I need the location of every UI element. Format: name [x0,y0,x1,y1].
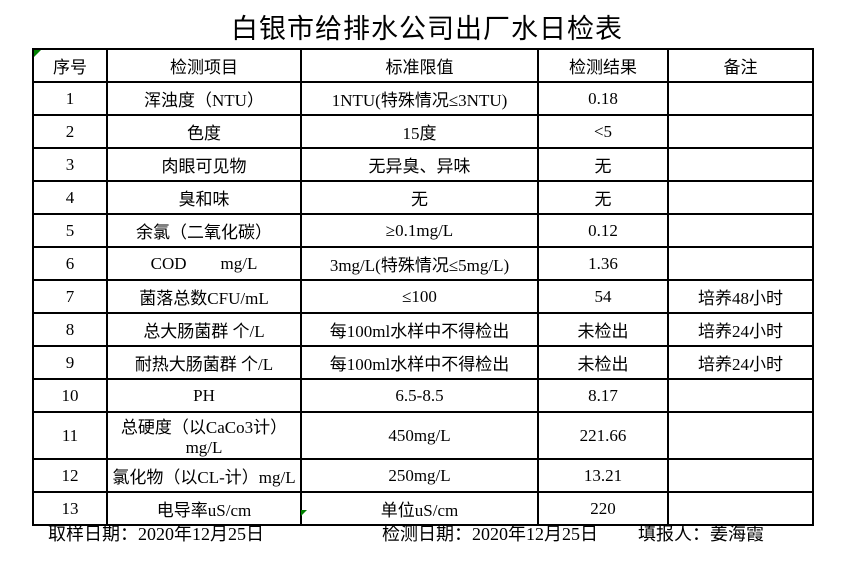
cell-result: <5 [537,114,669,149]
table-row: 10 PH 6.5-8.5 8.17 [32,378,814,413]
cell-limit: ≥0.1mg/L [300,213,539,248]
cell-result: 无 [537,180,669,215]
table-row: 11 总硬度（以CaCo3计）mg/L 450mg/L 221.66 [32,411,814,460]
cell-limit: 每100ml水样中不得检出 [300,345,539,380]
cell-result: 0.18 [537,81,669,116]
cell-item: 电导率uS/cm [106,491,302,526]
test-date-label: 检测日期：2020年12月25日 [382,524,598,544]
cell-note: 培养48小时 [667,279,814,314]
table-row: 12 氯化物（以CL-计）mg/L 250mg/L 13.21 [32,458,814,493]
cell-note [667,114,814,149]
cell-note [667,491,814,526]
cell-item: 菌落总数CFU/mL [106,279,302,314]
table-row: 7 菌落总数CFU/mL ≤100 54 培养48小时 [32,279,814,314]
cell-item: 肉眼可见物 [106,147,302,182]
header-limit: 标准限值 [300,48,539,83]
cell-note [667,458,814,493]
cell-no: 9 [32,345,108,380]
cell-note [667,213,814,248]
cell-no: 5 [32,213,108,248]
cell-limit: 1NTU(特殊情况≤3NTU) [300,81,539,116]
cell-item: 色度 [106,114,302,149]
header-no: 序号 [32,48,108,83]
cell-result: 8.17 [537,378,669,413]
cell-limit: 15度 [300,114,539,149]
cell-no: 10 [32,378,108,413]
cell-result: 0.12 [537,213,669,248]
table-row: 13 电导率uS/cm 单位uS/cm 220 [32,491,814,526]
cell-no: 12 [32,458,108,493]
cell-result: 未检出 [537,345,669,380]
cell-no: 6 [32,246,108,281]
cell-no: 2 [32,114,108,149]
header-result: 检测结果 [537,48,669,83]
footer: 取样日期：2020年12月25日 检测日期：2020年12月25日 填报人：姜海… [0,520,854,544]
cell-item: 总大肠菌群 个/L [106,312,302,347]
table-row: 1 浑浊度（NTU） 1NTU(特殊情况≤3NTU) 0.18 [32,81,814,116]
cell-no: 7 [32,279,108,314]
cell-item: 余氯（二氧化碳） [106,213,302,248]
cell-item: 耐热大肠菌群 个/L [106,345,302,380]
cell-item: 浑浊度（NTU） [106,81,302,116]
cell-note [667,246,814,281]
reporter-label: 填报人：姜海霞 [638,524,764,544]
table-row: 2 色度 15度 <5 [32,114,814,149]
cell-no: 4 [32,180,108,215]
cell-no: 13 [32,491,108,526]
cell-result: 1.36 [537,246,669,281]
cell-limit: 450mg/L [300,411,539,460]
cell-item: 氯化物（以CL-计）mg/L [106,458,302,493]
cell-note [667,147,814,182]
cell-result: 221.66 [537,411,669,460]
cell-limit: 250mg/L [300,458,539,493]
water-quality-table: 序号 检测项目 标准限值 检测结果 备注 1 浑浊度（NTU） 1NTU(特殊情… [32,48,814,526]
cell-no: 8 [32,312,108,347]
table-row: 5 余氯（二氧化碳） ≥0.1mg/L 0.12 [32,213,814,248]
header-row: 序号 检测项目 标准限值 检测结果 备注 [32,48,814,83]
table-row: 8 总大肠菌群 个/L 每100ml水样中不得检出 未检出 培养24小时 [32,312,814,347]
corner-marker-icon [301,510,307,516]
cell-note [667,411,814,460]
sample-date-label: 取样日期：2020年12月25日 [48,524,264,544]
cell-limit: 无 [300,180,539,215]
cell-no: 1 [32,81,108,116]
cell-item: PH [106,378,302,413]
page-title: 白银市给排水公司出厂水日检表 [231,14,623,44]
cell-result: 13.21 [537,458,669,493]
cell-item: 总硬度（以CaCo3计）mg/L [106,411,302,460]
cell-limit: 每100ml水样中不得检出 [300,312,539,347]
cell-no: 11 [32,411,108,460]
cell-result: 未检出 [537,312,669,347]
cell-note [667,180,814,215]
table-row: 4 臭和味 无 无 [32,180,814,215]
cell-limit: 6.5-8.5 [300,378,539,413]
cell-result: 54 [537,279,669,314]
cell-result: 220 [537,491,669,526]
cell-limit: 无异臭、异味 [300,147,539,182]
header-item: 检测项目 [106,48,302,83]
cell-result: 无 [537,147,669,182]
cell-item: COD mg/L [106,246,302,281]
cell-no: 3 [32,147,108,182]
table-row: 9 耐热大肠菌群 个/L 每100ml水样中不得检出 未检出 培养24小时 [32,345,814,380]
cell-note: 培养24小时 [667,312,814,347]
cell-limit: 单位uS/cm [300,491,539,526]
cell-note [667,81,814,116]
table-row: 3 肉眼可见物 无异臭、异味 无 [32,147,814,182]
cell-note: 培养24小时 [667,345,814,380]
header-note: 备注 [667,48,814,83]
cell-limit: 3mg/L(特殊情况≤5mg/L) [300,246,539,281]
cell-note [667,378,814,413]
cell-item: 臭和味 [106,180,302,215]
table-row: 6 COD mg/L 3mg/L(特殊情况≤5mg/L) 1.36 [32,246,814,281]
cell-limit: ≤100 [300,279,539,314]
corner-marker-icon [34,50,41,57]
